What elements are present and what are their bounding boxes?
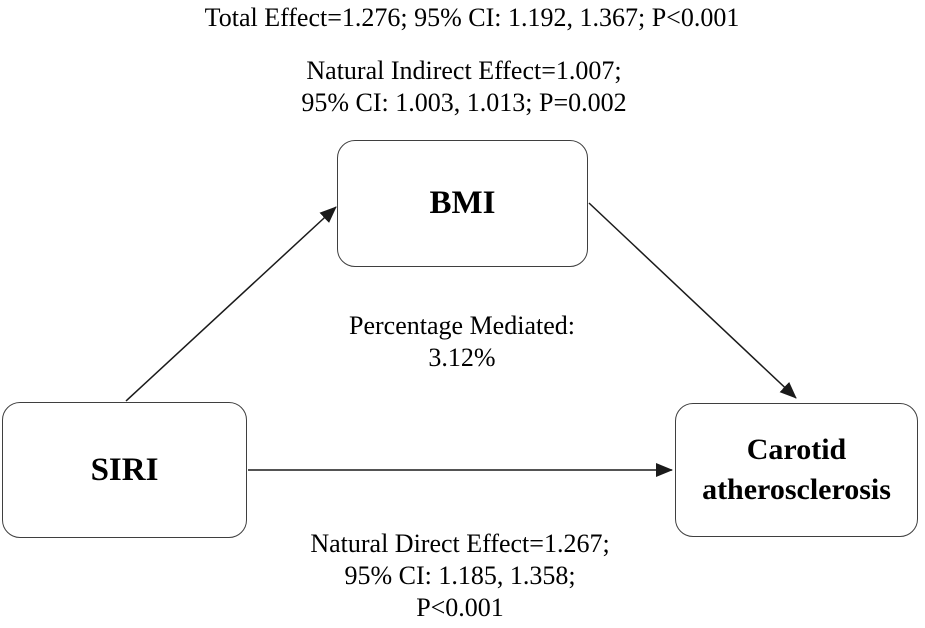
arrow-mediator-to-outcome xyxy=(588,202,797,399)
outcome-node-label: Carotid atherosclerosis xyxy=(702,432,891,507)
direct-effect-label: Natural Direct Effect=1.267; 95% CI: 1.1… xyxy=(310,528,609,625)
direct-effect-line1: Natural Direct Effect=1.267; xyxy=(310,529,610,558)
percentage-mediated-line2: 3.12% xyxy=(428,343,496,373)
exposure-node-label: SIRI xyxy=(90,451,159,488)
indirect-effect-line2: 95% CI: 1.003, 1.013; P=0.002 xyxy=(301,88,627,118)
indirect-effect-label: Natural Indirect Effect=1.007; 95% CI: 1… xyxy=(301,55,626,119)
mediator-node-label: BMI xyxy=(429,185,496,221)
percentage-mediated-label: Percentage Mediated: 3.12% xyxy=(349,310,575,374)
direct-effect-line3: P<0.001 xyxy=(416,593,504,623)
direct-effect-line2: 95% CI: 1.185, 1.358; xyxy=(344,561,576,591)
outcome-node-carotid-atherosclerosis: Carotid atherosclerosis xyxy=(675,403,918,537)
arrow-exposure-to-mediator xyxy=(125,206,337,402)
mediator-node-bmi: BMI xyxy=(337,140,588,267)
total-effect-text: Total Effect=1.276; 95% CI: 1.192, 1.367… xyxy=(204,3,740,32)
percentage-mediated-line1: Percentage Mediated: xyxy=(349,311,575,340)
indirect-effect-line1: Natural Indirect Effect=1.007; xyxy=(306,56,622,85)
exposure-node-siri: SIRI xyxy=(2,402,247,538)
total-effect-label: Total Effect=1.276; 95% CI: 1.192, 1.367… xyxy=(205,2,740,34)
